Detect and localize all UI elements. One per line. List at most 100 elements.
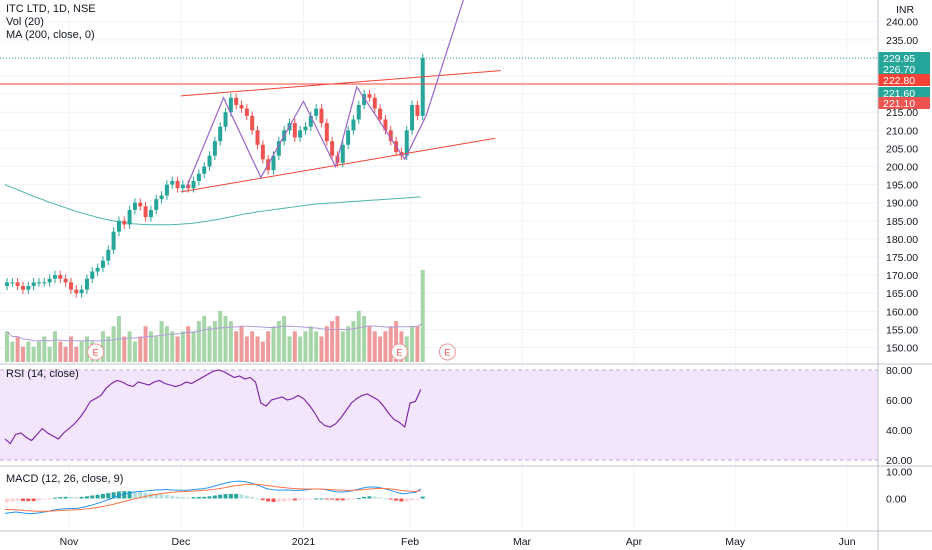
rsi-line (4, 369, 422, 445)
macd-hist-bar (122, 491, 127, 499)
volume-bar (346, 326, 351, 362)
candle-body (143, 206, 148, 218)
volume-bar (276, 321, 281, 362)
time-axis[interactable]: Nov Dec 2021 Feb Mar Apr May Jun (60, 536, 856, 548)
candle-body (186, 184, 191, 189)
candle-body (292, 123, 297, 138)
time-tick-label: Jun (839, 536, 856, 548)
volume-legend[interactable]: Vol (20) (6, 16, 44, 28)
candle-body (63, 278, 68, 283)
macd-hist-bar (404, 498, 409, 502)
ma-legend[interactable]: MA (200, close, 0) (6, 29, 95, 41)
price-tick-label: 175.00 (886, 252, 918, 264)
candle-body (330, 141, 335, 156)
volume-bar (159, 321, 164, 362)
volume-bar (148, 331, 153, 362)
time-tick-label: Feb (401, 536, 419, 548)
macd-hist-bar (207, 496, 212, 499)
macd-hist-bar (260, 498, 265, 501)
macd-hist-bar (58, 497, 63, 499)
volume-bar (260, 341, 265, 362)
macd-legend[interactable]: MACD (12, 26, close, 9) (6, 473, 124, 485)
volume-bar (324, 326, 329, 362)
macd-hist-bar (10, 498, 15, 502)
candle-body (234, 97, 239, 105)
macd-hist-bar (271, 498, 276, 503)
price-tag-label: 222.80 (883, 75, 915, 87)
macd-hist-bar (314, 498, 319, 500)
volume-bar (132, 341, 137, 362)
volume-bar (84, 336, 89, 362)
volume-bar (351, 321, 356, 362)
drawings[interactable] (0, 0, 878, 193)
volume-bar (218, 310, 223, 362)
candle-body (5, 282, 9, 286)
price-tick-label: 200.00 (886, 162, 918, 174)
volume-bar (335, 316, 340, 362)
macd-hist-bar (196, 496, 201, 499)
rsi-legend[interactable]: RSI (14, close) (6, 368, 79, 380)
macd-hist-bar (420, 496, 425, 499)
volume-bar (202, 316, 207, 362)
candle-body (74, 289, 79, 294)
volume-bar (175, 336, 180, 362)
candle-body (106, 249, 111, 261)
price-axis[interactable]: 150.00 155.00 160.00 165.00 170.00 175.00 180.… (886, 17, 918, 506)
price-tick-label: 190.00 (886, 198, 918, 210)
volume-bar (36, 341, 41, 362)
macd-hist-bar (415, 498, 420, 500)
price-tag-label: 226.70 (883, 64, 915, 76)
candle-body (367, 94, 372, 98)
volume-bar (244, 336, 249, 362)
macd-hist-bar (143, 492, 148, 499)
macd-hist-bar (90, 495, 95, 499)
volume-bar (420, 270, 425, 362)
macd-hist-bar (292, 498, 297, 501)
macd-hist-bar (244, 495, 249, 499)
volume-bar (372, 331, 377, 362)
volume-bar (58, 341, 63, 362)
price-tick-label: 165.00 (886, 288, 918, 300)
price-tick-label: 150.00 (886, 343, 918, 355)
candle-body (122, 220, 127, 225)
volume-bar (234, 331, 239, 362)
volume-bar (383, 331, 388, 362)
candle-body (340, 144, 345, 163)
volume-bar (196, 321, 201, 362)
candles[interactable] (5, 53, 425, 298)
currency-label: INR (896, 4, 915, 16)
volume-bar (378, 336, 383, 362)
volume-bar (5, 331, 9, 362)
price-tag (878, 52, 930, 64)
earnings-marker-label: E (93, 348, 99, 358)
candle-body (148, 209, 153, 218)
macd-hist-bar (42, 498, 47, 500)
symbol-title[interactable]: ITC LTD, 1D, NSE (6, 3, 96, 15)
macd-hist-bar (138, 492, 143, 499)
candle-body (260, 144, 265, 160)
candle-body (250, 115, 255, 131)
pattern-line (185, 0, 464, 189)
price-tick-label: 160.00 (886, 306, 918, 318)
earnings-marker (87, 343, 105, 361)
volume-bar (186, 326, 191, 362)
time-tick-label: Dec (172, 536, 191, 548)
macd-hist-bar (84, 496, 89, 499)
macd-hist-bar (20, 498, 25, 501)
candle-body (324, 123, 329, 142)
candle-body (111, 231, 116, 250)
macd-hist-bar (378, 497, 383, 499)
volume-bar (303, 331, 308, 362)
rsi-tick-label: 60.00 (886, 395, 912, 407)
macd-hist-bar (127, 491, 132, 499)
macd-hist-bar (186, 497, 191, 499)
price-tick-label: 180.00 (886, 234, 918, 246)
volume-bar (42, 336, 47, 362)
rsi-tick-label: 20.00 (886, 455, 912, 467)
volume-bar (314, 331, 319, 362)
macd-hist-bar (116, 491, 121, 499)
candle-body (90, 271, 95, 279)
price-tag (878, 97, 930, 109)
